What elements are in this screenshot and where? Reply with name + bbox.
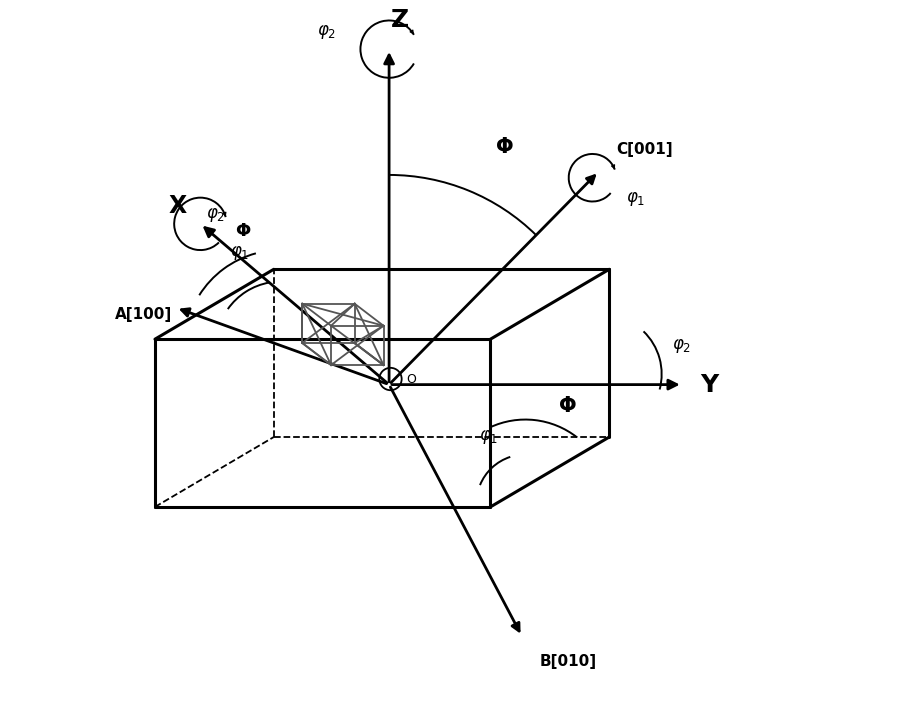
Text: Z: Z xyxy=(390,8,409,32)
Text: Y: Y xyxy=(700,372,718,396)
Text: $\varphi_2$: $\varphi_2$ xyxy=(205,206,225,224)
Text: A[100]: A[100] xyxy=(115,307,172,322)
Text: C[001]: C[001] xyxy=(616,142,673,158)
Text: $\varphi_2$: $\varphi_2$ xyxy=(672,337,692,356)
Text: X: X xyxy=(168,194,187,218)
Text: $\mathbf{\Phi}$: $\mathbf{\Phi}$ xyxy=(558,396,577,415)
Text: $\varphi_1$: $\varphi_1$ xyxy=(626,189,645,208)
Text: $\mathbf{\Phi}$: $\mathbf{\Phi}$ xyxy=(495,137,514,157)
Text: B[010]: B[010] xyxy=(539,654,597,669)
Text: O: O xyxy=(405,372,415,386)
Text: $\mathbf{\Phi}$: $\mathbf{\Phi}$ xyxy=(235,222,252,240)
Text: $\varphi_1$: $\varphi_1$ xyxy=(480,428,499,446)
Text: $\varphi_1$: $\varphi_1$ xyxy=(230,244,249,263)
Text: $\varphi_2$: $\varphi_2$ xyxy=(318,23,336,41)
